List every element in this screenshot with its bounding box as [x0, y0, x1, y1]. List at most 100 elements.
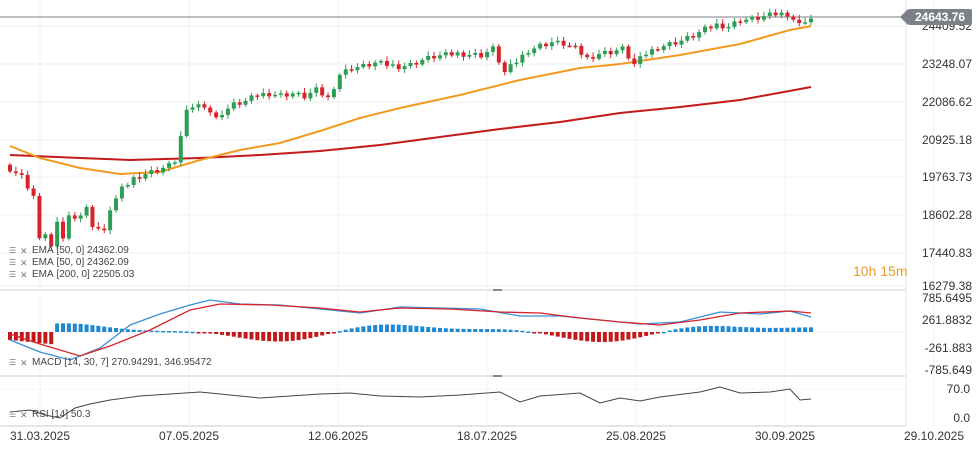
candle	[102, 228, 107, 231]
macd-histogram-bar	[461, 328, 466, 332]
candle	[573, 45, 578, 48]
macd-histogram-bar	[473, 329, 478, 332]
candle	[691, 35, 696, 38]
candle	[443, 52, 448, 56]
candle	[13, 171, 18, 174]
macd-histogram-bar	[8, 332, 12, 340]
candle	[620, 46, 625, 51]
macd-histogram-bar	[779, 327, 784, 332]
macd-histogram-bar	[314, 332, 319, 337]
y-tick-label: 19763.73	[922, 170, 972, 184]
macd-histogram-bar	[744, 327, 749, 332]
candle	[514, 62, 519, 65]
x-tick-label: 29.10.2025	[904, 429, 964, 443]
candle	[661, 46, 666, 50]
candle	[750, 16, 755, 20]
macd-histogram-bar	[573, 332, 578, 340]
candle	[520, 54, 525, 63]
settings-icon[interactable]: ☰	[9, 258, 17, 267]
candle	[331, 89, 336, 98]
close-icon[interactable]: ✕	[20, 358, 28, 368]
y-tick-label: -785.649	[925, 363, 973, 377]
candle	[685, 35, 690, 41]
ema-legend-row[interactable]: ☰ ✕ EMA [50, 0] 24362.09	[9, 245, 134, 257]
macd-histogram-bar	[102, 326, 107, 332]
macd-histogram-bar	[432, 327, 437, 332]
y-tick-label: 70.0	[947, 382, 971, 396]
macd-histogram-bar	[437, 327, 442, 332]
macd-histogram-bar	[579, 332, 584, 341]
candle	[66, 215, 71, 239]
y-tick-label: 0.0	[953, 411, 970, 425]
ema-legend-row[interactable]: ☰ ✕ EMA [200, 0] 22505.03	[9, 269, 134, 281]
macd-histogram-bar	[490, 329, 495, 332]
close-icon[interactable]: ✕	[20, 246, 28, 256]
macd-histogram-bar	[320, 332, 325, 336]
candle	[485, 51, 490, 58]
y-tick-label: 261.8832	[922, 313, 972, 327]
close-icon[interactable]: ✕	[20, 410, 28, 420]
axes: 24409.5223248.0722086.6220925.1819763.73…	[10, 19, 972, 443]
candle	[273, 94, 278, 97]
macd-histogram-bar	[608, 332, 613, 342]
macd-histogram-bar	[202, 332, 207, 334]
macd-histogram-bar	[638, 332, 643, 338]
candle	[761, 16, 766, 20]
macd-histogram-bar	[96, 325, 101, 332]
candle	[320, 87, 325, 96]
candle	[479, 52, 484, 58]
candle	[196, 104, 201, 108]
macd-histogram-bar	[220, 332, 225, 335]
candle	[208, 107, 213, 113]
rsi-legend[interactable]: ☰ ✕ RSI [14] 50.3	[9, 409, 90, 421]
candle	[220, 114, 225, 118]
candle	[744, 19, 749, 23]
macd-histogram-bar	[614, 332, 619, 342]
macd-histogram-bar	[803, 327, 808, 332]
macd-histogram-bar	[750, 327, 755, 332]
settings-icon[interactable]: ☰	[9, 246, 17, 255]
ema-legend-row[interactable]: ☰ ✕ EMA [50, 0] 24362.09	[9, 257, 134, 269]
candle	[585, 54, 590, 58]
indicator-legend: ☰ ✕ EMA [50, 0] 24362.09 ☰ ✕ EMA [50, 0]…	[9, 245, 134, 281]
rsi-params: [14]	[51, 409, 69, 420]
candle	[108, 210, 113, 231]
candle	[632, 58, 637, 65]
macd-histogram-bar	[178, 331, 183, 333]
macd-signal-line	[9, 303, 812, 357]
candle	[467, 54, 472, 57]
macd-histogram-bar	[243, 332, 248, 339]
candle	[402, 66, 407, 70]
macd-histogram-bar	[738, 326, 743, 332]
macd-legend[interactable]: ☰ ✕ MACD [14, 30, 7] 270.94291, 346.9547…	[9, 357, 212, 369]
candle	[131, 177, 136, 185]
ema-name: EMA	[32, 257, 54, 268]
close-icon[interactable]: ✕	[20, 270, 28, 280]
macd-histogram-bar	[549, 332, 554, 336]
candle	[532, 48, 537, 54]
candle	[538, 43, 543, 49]
candle	[43, 234, 48, 239]
macd-histogram-bar	[149, 330, 154, 333]
macd-histogram-bar	[190, 331, 195, 334]
macd-histogram-bar	[31, 332, 36, 343]
settings-icon[interactable]: ☰	[9, 270, 17, 279]
macd-histogram-bar	[137, 330, 142, 332]
settings-icon[interactable]: ☰	[9, 410, 17, 419]
rsi-value: 50.3	[70, 409, 91, 420]
candle	[290, 93, 295, 97]
x-tick-label: 25.08.2025	[606, 429, 666, 443]
macd-histogram-bar	[661, 331, 666, 334]
candle	[349, 69, 354, 71]
macd-histogram-bar	[343, 329, 348, 332]
candle	[137, 177, 142, 179]
macd-histogram-bar	[261, 332, 266, 341]
settings-icon[interactable]: ☰	[9, 358, 17, 367]
close-icon[interactable]: ✕	[20, 258, 28, 268]
candle	[561, 40, 566, 46]
macd-histogram-bar	[591, 332, 596, 342]
macd-histogram-bar	[414, 325, 419, 332]
macd-histogram-bar	[78, 323, 83, 332]
macd-histogram-bar	[361, 326, 366, 332]
